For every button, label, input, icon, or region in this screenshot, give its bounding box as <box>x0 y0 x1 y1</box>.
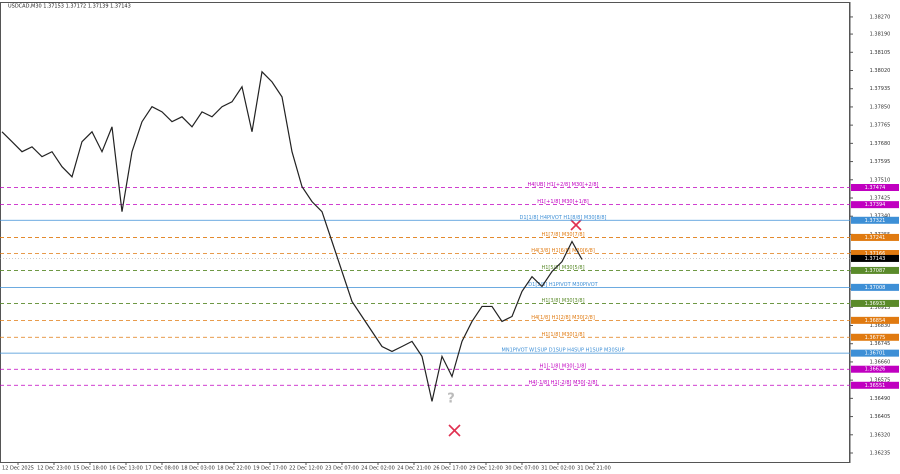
y-tick-label: 1.36320 <box>870 432 891 438</box>
y-tick-label: 1.36490 <box>870 396 891 402</box>
y-tick-label: 1.36235 <box>870 451 891 457</box>
y-tick-label: 1.38270 <box>870 14 891 20</box>
price-tag-label: 1.37474 <box>865 185 886 191</box>
price-tag <box>851 216 899 224</box>
level-label: H4[1/8] H1[2/8] M30[2/8] <box>531 315 595 321</box>
price-tag <box>851 365 899 373</box>
y-tick-label: 1.36575 <box>870 378 891 384</box>
level-label: H4[UB] H1[+2/8] M30[+2/8] <box>527 182 598 188</box>
y-tick-label: 1.36660 <box>870 359 891 365</box>
y-tick-label: 1.38105 <box>870 50 891 56</box>
price-tag <box>851 381 899 389</box>
x-tick-label: 16 Dec 13:00 <box>109 466 143 472</box>
level-label: D1[1/8] H4PIVOT H1[8/8] M30[8/8] <box>519 215 606 221</box>
y-tick-label: 1.37510 <box>870 177 891 183</box>
y-tick-label: 1.37935 <box>870 86 891 92</box>
price-tag <box>851 349 899 357</box>
y-tick-label: 1.37340 <box>870 214 891 220</box>
x-tick-label: 17 Dec 08:00 <box>145 466 179 472</box>
x-tick-label: 30 Dec 07:00 <box>505 466 539 472</box>
y-tick-label: 1.36915 <box>870 305 891 311</box>
y-tick-label: 1.37765 <box>870 123 891 129</box>
question-mark: ? <box>447 392 455 407</box>
x-tick-label: 12 Dec 2025 <box>2 466 34 472</box>
x-tick-label: 15 Dec 18:00 <box>73 466 107 472</box>
price-tag-label: 1.37394 <box>865 202 886 208</box>
level-label: MN1PIVOT W1SUP D1SUP H4SUP H1SUP M30SUP <box>502 348 625 354</box>
price-tag-label: 1.37241 <box>865 235 886 241</box>
level-label: H1[1/8] M30[1/8] <box>541 332 584 338</box>
x-tick-label: 19 Dec 17:00 <box>253 466 287 472</box>
cross-marker <box>448 424 461 437</box>
price-tag-label: 1.37166 <box>865 251 886 257</box>
level-label: H4[3/8] H1[6/8] M30[6/8] <box>531 248 595 254</box>
x-tick-label: 12 Dec 23:00 <box>37 466 71 472</box>
level-label: H1[+1/8] M30[+1/8] <box>537 199 589 205</box>
price-tag <box>851 266 899 274</box>
y-tick-label: 1.36405 <box>870 414 891 420</box>
price-tag-label: 1.36701 <box>865 351 886 357</box>
price-tag-label: 1.36775 <box>865 335 886 341</box>
x-tick-label: 24 Dec 21:00 <box>397 466 431 472</box>
y-tick-label: 1.37595 <box>870 159 891 165</box>
price-tag-label: 1.37321 <box>865 218 886 224</box>
x-tick-label: 22 Dec 12:00 <box>289 466 323 472</box>
y-tick-label: 1.38020 <box>870 68 891 74</box>
y-tick-label: 1.36830 <box>870 323 891 329</box>
price-tag-label: 1.36933 <box>865 301 886 307</box>
level-label: H1[-1/8] M30[-1/8] <box>540 364 587 370</box>
chart-title: USDCAD,M30 1.37153 1.37172 1.37139 1.371… <box>8 4 131 10</box>
price-tag <box>851 184 899 191</box>
plot-frame <box>0 2 850 463</box>
price-tag <box>851 333 899 341</box>
x-tick-label: 26 Dec 17:00 <box>433 466 467 472</box>
level-label: H1[5/8] M30[5/8] <box>541 265 584 271</box>
x-tick-label: 31 Dec 21:00 <box>577 466 611 472</box>
price-tag-label: 1.36551 <box>865 383 886 389</box>
current-price-tag <box>851 254 899 262</box>
level-label: H1[3/8] M30[3/8] <box>541 298 584 304</box>
price-line <box>1 70 583 402</box>
price-tag-label: 1.36626 <box>865 367 886 373</box>
cross-marker <box>570 219 582 231</box>
price-tag <box>851 316 899 324</box>
x-tick-label: 23 Dec 07:00 <box>325 466 359 472</box>
level-label: H1[7/8] M30[7/8] <box>541 232 584 238</box>
y-tick-label: 1.36745 <box>870 341 891 347</box>
price-tag <box>851 201 899 209</box>
price-tag <box>851 283 899 291</box>
x-tick-label: 31 Dec 02:00 <box>541 466 575 472</box>
x-tick-label: 24 Dec 02:00 <box>361 466 395 472</box>
x-tick-label: 29 Dec 12:00 <box>469 466 503 472</box>
y-tick-label: 1.38190 <box>870 32 891 38</box>
price-tag-label: 1.37087 <box>865 268 886 274</box>
price-tag-label: 1.36854 <box>865 318 886 324</box>
y-tick-label: 1.37425 <box>870 196 891 202</box>
price-tag-label: 1.37008 <box>865 285 886 291</box>
current-price-label: 1.37143 <box>865 256 886 262</box>
price-tag <box>851 250 899 257</box>
x-tick-label: 18 Dec 22:00 <box>217 466 251 472</box>
x-tick-label: 18 Dec 03:00 <box>181 466 215 472</box>
y-tick-label: 1.37680 <box>870 141 891 147</box>
y-tick-label: 1.37850 <box>870 104 891 110</box>
level-label: H4[-1/8] H1[-2/8] M30[-2/8] <box>529 380 598 386</box>
price-tag <box>851 233 899 241</box>
price-tag <box>851 299 899 307</box>
level-label: D1[2/8] H1PIVOT M30PIVOT <box>528 282 598 288</box>
